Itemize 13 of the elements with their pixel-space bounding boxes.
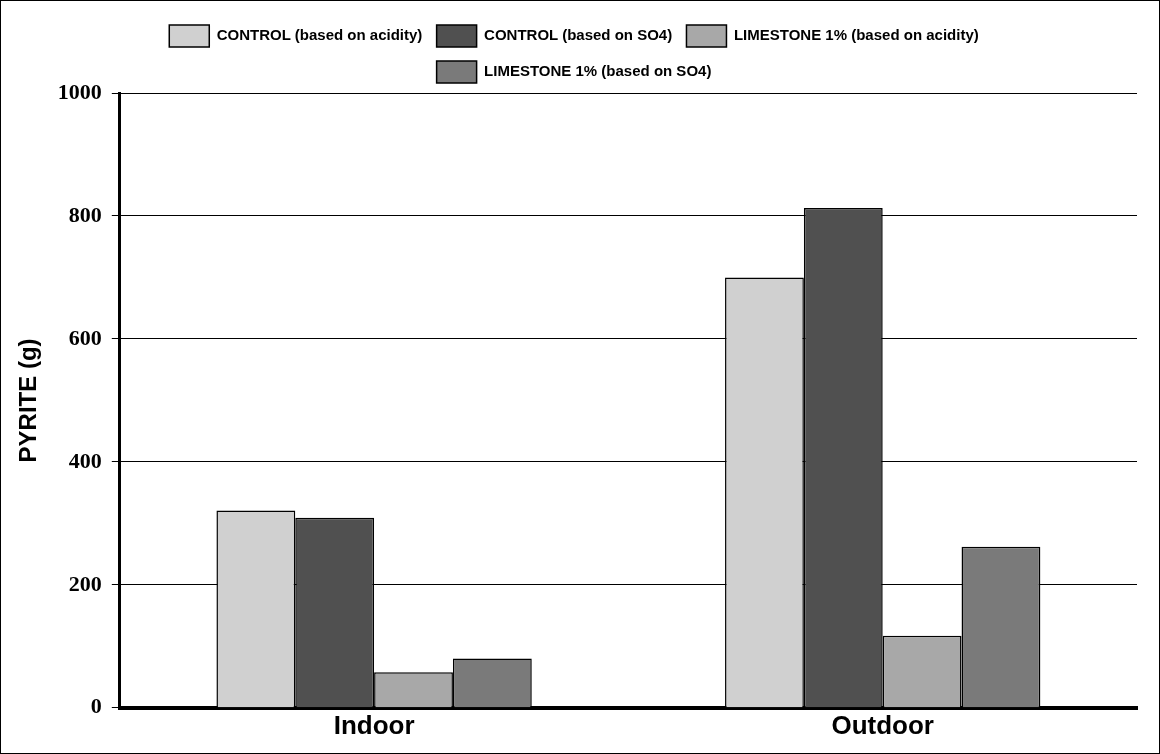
- y-tick-label: 600: [68, 324, 102, 350]
- x-tick-label: Indoor: [333, 709, 415, 740]
- y-tick-label: 0: [90, 693, 102, 719]
- legend-label: LIMESTONE 1% (based on acidity): [733, 26, 979, 44]
- y-tick-label: 200: [68, 570, 102, 596]
- y-tick-label: 1000: [57, 78, 102, 104]
- y-tick-label: 800: [68, 201, 102, 227]
- legend-label: LIMESTONE 1% (based on SO4): [484, 62, 712, 80]
- legend-label: CONTROL (based on acidity): [216, 26, 423, 44]
- x-tick-label: Outdoor: [831, 709, 934, 740]
- y-tick-label: 400: [68, 447, 102, 473]
- y-axis-title: PYRITE (g): [14, 338, 42, 463]
- legend-label: CONTROL (based on SO4): [484, 26, 673, 44]
